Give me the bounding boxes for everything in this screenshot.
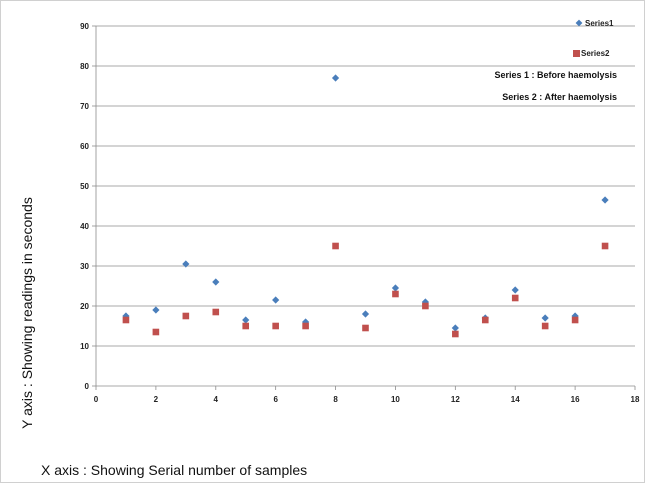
data-point-series2 [122,316,130,324]
y-tick-label: 20 [80,302,89,311]
x-tick-label: 0 [94,395,99,404]
data-point-series2 [422,302,429,310]
y-tick-label: 40 [80,222,89,231]
series-layer [122,74,609,338]
y-tick-label: 90 [80,22,89,31]
annotation-series2: Series 2 : After haemolysis [502,92,617,102]
legend-entry-series2: Series2 [573,49,610,58]
data-point-series2 [571,316,579,324]
data-point-series1 [331,74,340,82]
legend-label-series2: Series2 [581,49,610,58]
x-tick-label: 12 [451,395,460,404]
y-tick-label: 80 [80,62,89,71]
data-point-series2 [212,308,220,316]
data-point-series2 [302,322,309,330]
data-point-series2 [392,290,399,298]
data-point-series1 [182,260,190,268]
x-tick-label: 16 [571,395,580,404]
x-tick-label: 6 [273,395,278,404]
data-point-series2 [452,330,459,338]
axis-layer [92,25,636,390]
data-point-series2 [152,328,160,336]
x-tick-label: 14 [511,395,520,404]
y-tick-label: 60 [80,142,89,151]
data-point-series2 [272,322,279,330]
data-point-series2 [601,242,609,250]
annotation-series1: Series 1 : Before haemolysis [494,70,617,80]
legend: Series1 Series2 [573,19,614,58]
data-point-series2 [481,316,489,324]
x-tick-label: 10 [391,395,400,404]
x-tick-label: 8 [333,395,338,404]
y-tick-label: 50 [80,182,89,191]
legend-marker-series1 [575,19,583,27]
data-point-series2 [242,322,250,330]
data-point-series1 [451,324,459,332]
data-point-series2 [332,242,339,250]
data-point-series1 [391,284,400,292]
y-tick-label: 0 [85,382,90,391]
series-1 [122,74,609,332]
y-tick-label: 70 [80,102,89,111]
data-point-series2 [362,324,369,332]
data-point-series1 [242,316,250,324]
data-point-series1 [361,310,370,318]
legend-entry-series1: Series1 [575,19,614,28]
y-tick-label: 30 [80,262,89,271]
data-point-series1 [541,314,549,322]
x-axis-title: X axis : Showing Serial number of sample… [41,462,307,478]
tick-label-layer: 0 10 20 30 40 50 60 70 80 90 0 2 4 6 8 10 12 14 16 18 [80,22,640,404]
y-tick-label: 10 [80,342,89,351]
data-point-series1 [601,196,609,204]
data-point-series2 [541,322,549,330]
y-axis-title: Y axis : Showing readings in seconds [19,197,35,429]
x-tick-label: 2 [154,395,159,404]
data-point-series1 [511,286,519,294]
legend-label-series1: Series1 [585,19,614,28]
data-point-series1 [152,306,160,314]
series-2 [122,242,609,338]
data-point-series2 [511,294,519,302]
legend-marker-series2 [573,50,580,57]
x-tick-label: 4 [214,395,219,404]
data-point-series2 [182,312,190,320]
data-point-series1 [212,278,220,286]
data-point-series1 [272,296,280,304]
x-tick-label: 18 [631,395,640,404]
